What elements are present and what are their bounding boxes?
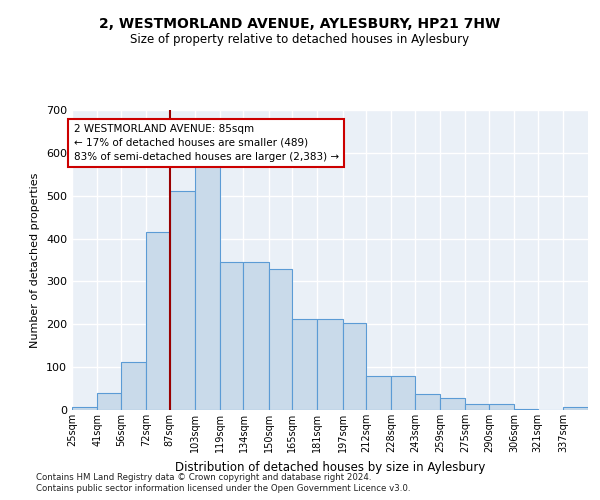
Bar	[195, 164, 220, 410]
Bar	[269, 268, 292, 410]
Bar	[366, 376, 391, 410]
Bar	[72, 406, 97, 410]
Text: 2 WESTMORLAND AVENUE: 85sqm
← 17% of detached houses are smaller (489)
83% of se: 2 WESTMORLAND AVENUE: 85sqm ← 17% of det…	[74, 124, 338, 162]
Bar	[391, 376, 415, 410]
Bar	[317, 319, 343, 410]
Bar	[440, 398, 465, 410]
Bar	[146, 232, 170, 410]
Text: Contains HM Land Registry data © Crown copyright and database right 2024.: Contains HM Land Registry data © Crown c…	[36, 472, 371, 482]
Bar	[465, 404, 489, 410]
Y-axis label: Number of detached properties: Number of detached properties	[31, 172, 40, 348]
Text: Contains public sector information licensed under the Open Government Licence v3: Contains public sector information licen…	[36, 484, 410, 493]
X-axis label: Distribution of detached houses by size in Aylesbury: Distribution of detached houses by size …	[175, 460, 485, 473]
Bar	[121, 362, 146, 410]
Bar	[489, 404, 514, 410]
Text: 2, WESTMORLAND AVENUE, AYLESBURY, HP21 7HW: 2, WESTMORLAND AVENUE, AYLESBURY, HP21 7…	[100, 18, 500, 32]
Bar	[292, 318, 317, 410]
Bar	[343, 324, 366, 410]
Text: Size of property relative to detached houses in Aylesbury: Size of property relative to detached ho…	[130, 32, 470, 46]
Bar	[220, 262, 244, 410]
Bar	[97, 393, 121, 410]
Bar	[563, 407, 588, 410]
Bar	[170, 192, 195, 410]
Bar	[244, 262, 269, 410]
Bar	[415, 394, 440, 410]
Bar	[514, 408, 538, 410]
